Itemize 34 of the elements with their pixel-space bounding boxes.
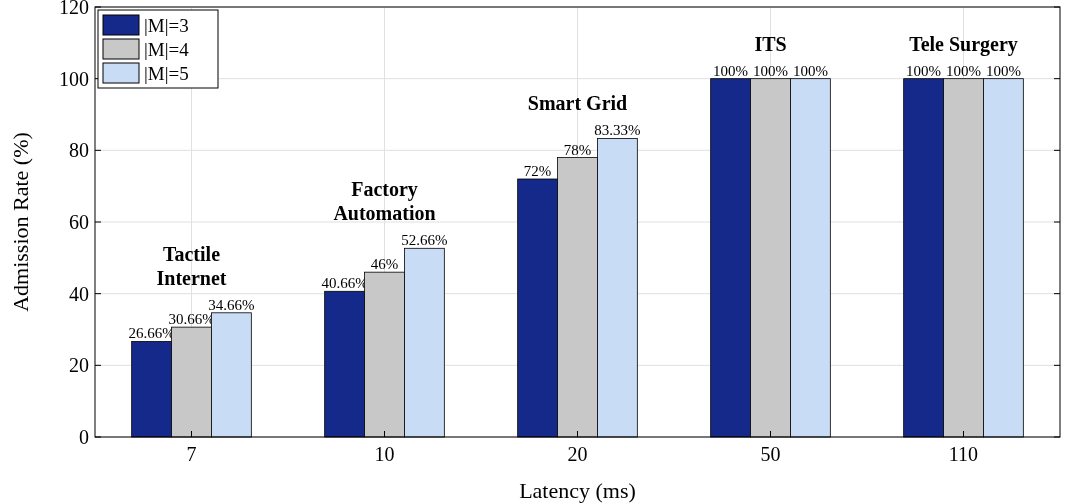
legend-label: |M|=3 (144, 14, 189, 36)
y-tick-label: 40 (69, 282, 89, 305)
data-label: 78% (563, 141, 592, 158)
data-label: 52.66% (401, 232, 448, 249)
x-tick-label: 10 (374, 443, 395, 465)
annotation: ITS (754, 32, 787, 55)
annotation: Smart Grid (527, 92, 628, 115)
annotation: Factory Automation (333, 178, 436, 225)
data-label: 100% (713, 62, 749, 79)
data-label: 72% (523, 163, 552, 179)
data-label: 100% (946, 62, 981, 79)
x-axis-title: Latency (ms) (519, 478, 636, 503)
y-tick-label: 80 (69, 139, 89, 162)
x-tick-label: 50 (760, 443, 781, 465)
annotation: Tele Surgery (909, 32, 1018, 56)
data-label: 100% (985, 62, 1021, 79)
y-tick-label: 60 (69, 211, 89, 233)
y-tick-label: 0 (79, 426, 89, 448)
y-tick-label: 120 (59, 0, 89, 18)
x-tick-label: 110 (948, 443, 979, 465)
data-label: 100% (792, 62, 828, 79)
legend-label: |M|=5 (144, 62, 189, 84)
x-tick-label: 20 (567, 443, 588, 465)
y-tick-label: 100 (59, 67, 89, 90)
y-axis-title: Admission Rate (%) (8, 132, 33, 312)
annotation: Tactile Internet (156, 242, 227, 289)
data-label: 83.33% (594, 122, 641, 139)
data-label: 46% (370, 256, 399, 273)
data-label: 100% (753, 62, 788, 79)
x-tick-label: 7 (186, 443, 197, 465)
y-tick-label: 20 (69, 354, 89, 377)
data-label: 34.66% (208, 296, 255, 313)
legend-label: |M|=4 (144, 38, 190, 60)
data-label: 100% (906, 62, 942, 79)
